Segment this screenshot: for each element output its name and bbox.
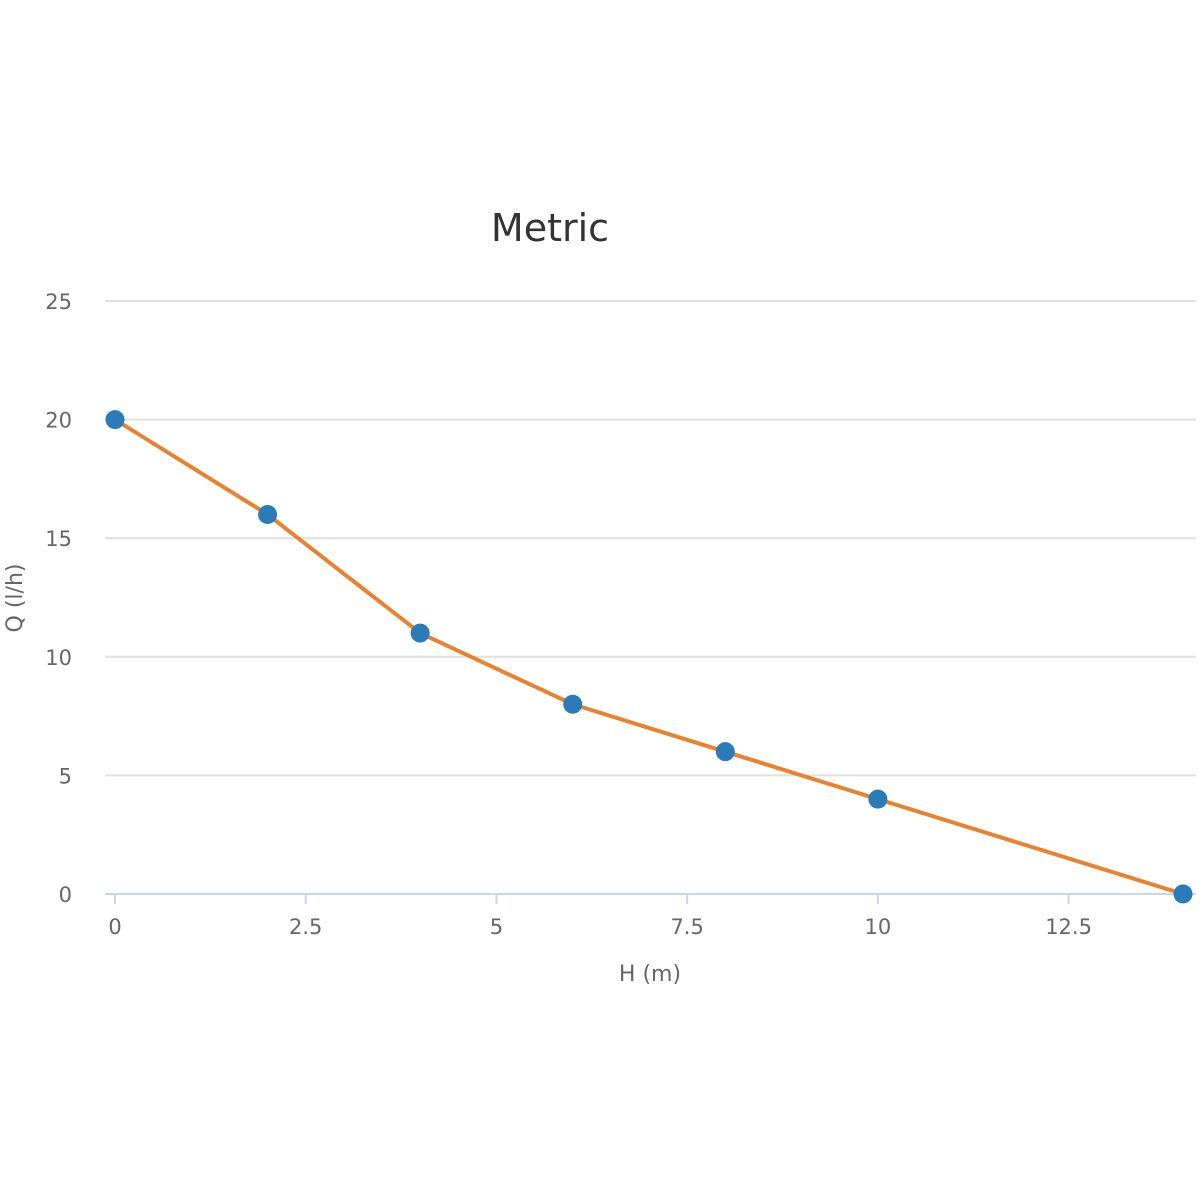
x-axis-ticks: 0 2.5 5 7.5 10 12.5 xyxy=(108,894,1092,939)
x-tick-label: 0 xyxy=(108,915,121,939)
x-tick-label: 12.5 xyxy=(1045,915,1092,939)
data-point[interactable] xyxy=(563,694,583,714)
data-point[interactable] xyxy=(258,504,278,524)
data-point[interactable] xyxy=(715,742,735,762)
y-axis-title: Q (l/h) xyxy=(3,564,28,633)
y-tick-label: 10 xyxy=(45,646,72,670)
y-tick-label: 25 xyxy=(45,290,72,314)
y-axis-ticks: 0 5 10 15 20 25 xyxy=(45,290,72,907)
y-tick-label: 20 xyxy=(45,409,72,433)
x-tick-label: 2.5 xyxy=(289,915,322,939)
x-tick-label: 5 xyxy=(490,915,503,939)
x-axis-title: H (m) xyxy=(619,962,681,987)
data-point[interactable] xyxy=(410,623,430,643)
data-point[interactable] xyxy=(868,789,888,809)
x-tick-label: 7.5 xyxy=(670,915,703,939)
chart-title: Metric xyxy=(491,206,609,250)
series-markers xyxy=(105,410,1193,904)
data-point[interactable] xyxy=(105,410,125,430)
y-tick-label: 5 xyxy=(59,764,72,788)
x-tick-label: 10 xyxy=(864,915,891,939)
gridlines xyxy=(105,300,1196,777)
y-tick-label: 15 xyxy=(45,527,72,551)
data-point[interactable] xyxy=(1173,884,1193,904)
y-tick-label: 0 xyxy=(59,883,72,907)
